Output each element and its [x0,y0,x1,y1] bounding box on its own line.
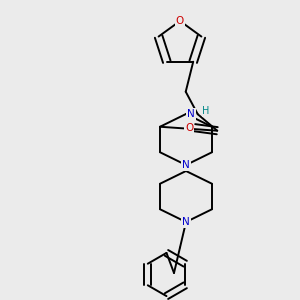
Text: N: N [187,109,195,119]
Text: O: O [185,123,194,133]
Text: N: N [182,160,190,170]
Text: H: H [202,106,210,116]
Text: O: O [176,16,184,26]
Text: N: N [182,217,190,227]
